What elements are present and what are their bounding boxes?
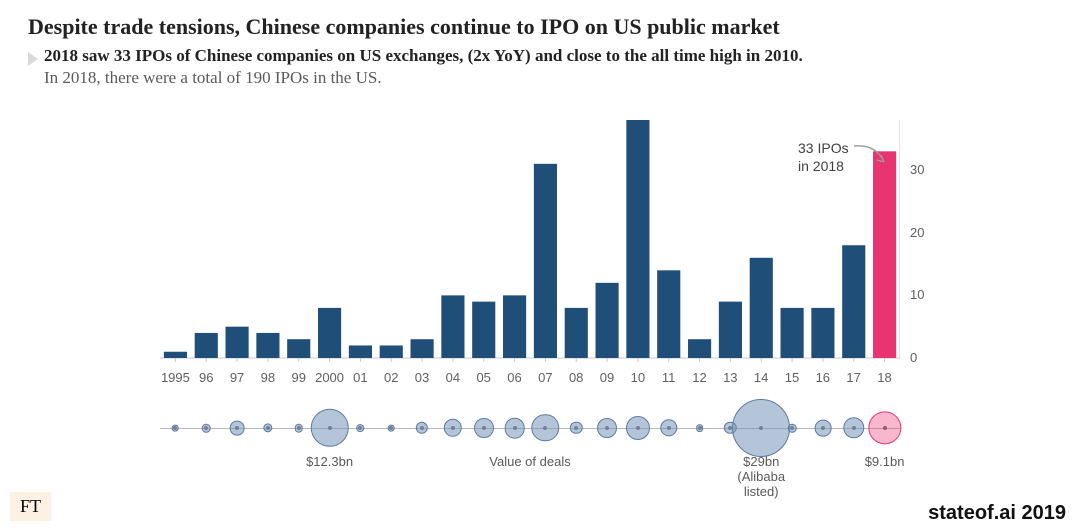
bubble-2000 [310, 409, 348, 447]
bar-1997 [226, 327, 249, 358]
bubble-2012 [696, 424, 704, 432]
x-tick-label: 15 [777, 370, 808, 385]
credit-text: stateof.ai 2019 [928, 502, 1066, 525]
bar-2005 [472, 302, 495, 358]
ft-logo: FT [10, 492, 51, 521]
x-tick-label: 11 [653, 370, 684, 385]
bar-2018 [873, 151, 896, 358]
bar-1999 [287, 339, 310, 358]
bar-2017 [842, 245, 865, 358]
bar-2001 [349, 345, 372, 358]
bubble-2011 [660, 419, 677, 436]
bubble-2003 [416, 422, 428, 434]
x-tick-label: 98 [252, 370, 283, 385]
bar-chart [160, 120, 900, 370]
x-tick-label: 08 [561, 370, 592, 385]
x-tick-label: 17 [838, 370, 869, 385]
caret-icon [28, 52, 38, 66]
bubble-2017 [843, 417, 864, 438]
bar-2000 [318, 308, 341, 358]
bar-2012 [688, 339, 711, 358]
bubble-1999 [294, 424, 303, 433]
x-tick-label: 03 [407, 370, 438, 385]
bubble-2002 [388, 425, 395, 432]
x-axis-labels: 1995969798992000010203040506070809101112… [160, 370, 900, 385]
bar-1998 [256, 333, 279, 358]
subtitle-block: 2018 saw 33 IPOs of Chinese companies on… [0, 44, 1080, 88]
x-tick-label: 04 [437, 370, 468, 385]
bubble-2008 [570, 422, 582, 434]
bar-2015 [781, 308, 804, 358]
bubble-1997 [230, 421, 245, 436]
bubble-2005 [474, 418, 494, 438]
annotation-arrow [852, 142, 892, 170]
x-tick-label: 01 [345, 370, 376, 385]
x-tick-label: 16 [807, 370, 838, 385]
bubble-1996 [202, 424, 211, 433]
bar-2011 [657, 270, 680, 358]
bubble-2007 [532, 414, 559, 441]
x-tick-label: 2000 [314, 370, 345, 385]
bar-2002 [380, 345, 403, 358]
bubble-2004 [444, 419, 462, 437]
bubble-2006 [504, 418, 525, 439]
bar-2007 [534, 164, 557, 358]
y-tick-label: 20 [910, 225, 924, 240]
bubble-2018 [868, 411, 901, 444]
x-tick-label: 13 [715, 370, 746, 385]
x-tick-label: 02 [376, 370, 407, 385]
bubble-1995 [172, 425, 179, 432]
bubble-2010 [626, 416, 650, 440]
y-tick-label: 10 [910, 287, 924, 302]
bubble-2001 [357, 424, 365, 432]
bubble-2014 [732, 399, 790, 457]
x-tick-label: 07 [530, 370, 561, 385]
x-tick-label: 06 [499, 370, 530, 385]
bar-2013 [719, 302, 742, 358]
bubble-2016 [815, 420, 832, 437]
annotation-33-ipos: 33 IPOs in 2018 [798, 140, 849, 175]
bar-2016 [811, 308, 834, 358]
x-tick-label: 09 [592, 370, 623, 385]
chart-title: Despite trade tensions, Chinese companie… [0, 0, 1080, 44]
bar-2006 [503, 295, 526, 358]
bar-1996 [195, 333, 218, 358]
x-tick-label: 97 [222, 370, 253, 385]
bubble-label: $29bn(Alibabalisted) [737, 454, 785, 499]
bar-2010 [626, 120, 649, 358]
y-tick-label: 30 [910, 162, 924, 177]
bubble-2015 [788, 424, 797, 433]
x-tick-label: 1995 [160, 370, 191, 385]
bubble-1998 [263, 423, 272, 432]
bar-2009 [596, 283, 619, 358]
x-tick-label: 10 [622, 370, 653, 385]
bar-2003 [411, 339, 434, 358]
subtitle-plain: In 2018, there were a total of 190 IPOs … [44, 68, 1052, 88]
bubble-row: $12.3bn$29bn(Alibabalisted)$9.1bnValue o… [160, 398, 900, 458]
y-tick-label: 0 [910, 350, 917, 365]
x-tick-label: 99 [283, 370, 314, 385]
bar-1995 [164, 352, 187, 358]
x-tick-label: 96 [191, 370, 222, 385]
subtitle-bold: 2018 saw 33 IPOs of Chinese companies on… [44, 46, 803, 66]
bar-2004 [441, 295, 464, 358]
bar-2014 [750, 258, 773, 358]
x-tick-label: 18 [869, 370, 900, 385]
bubble-2009 [597, 418, 617, 438]
x-tick-label: 12 [684, 370, 715, 385]
x-tick-label: 14 [746, 370, 777, 385]
bubble-axis-label: Value of deals [489, 454, 570, 469]
x-tick-label: 05 [468, 370, 499, 385]
bubble-label: $9.1bn [865, 454, 905, 469]
bubble-label: $12.3bn [306, 454, 353, 469]
bar-2008 [565, 308, 588, 358]
